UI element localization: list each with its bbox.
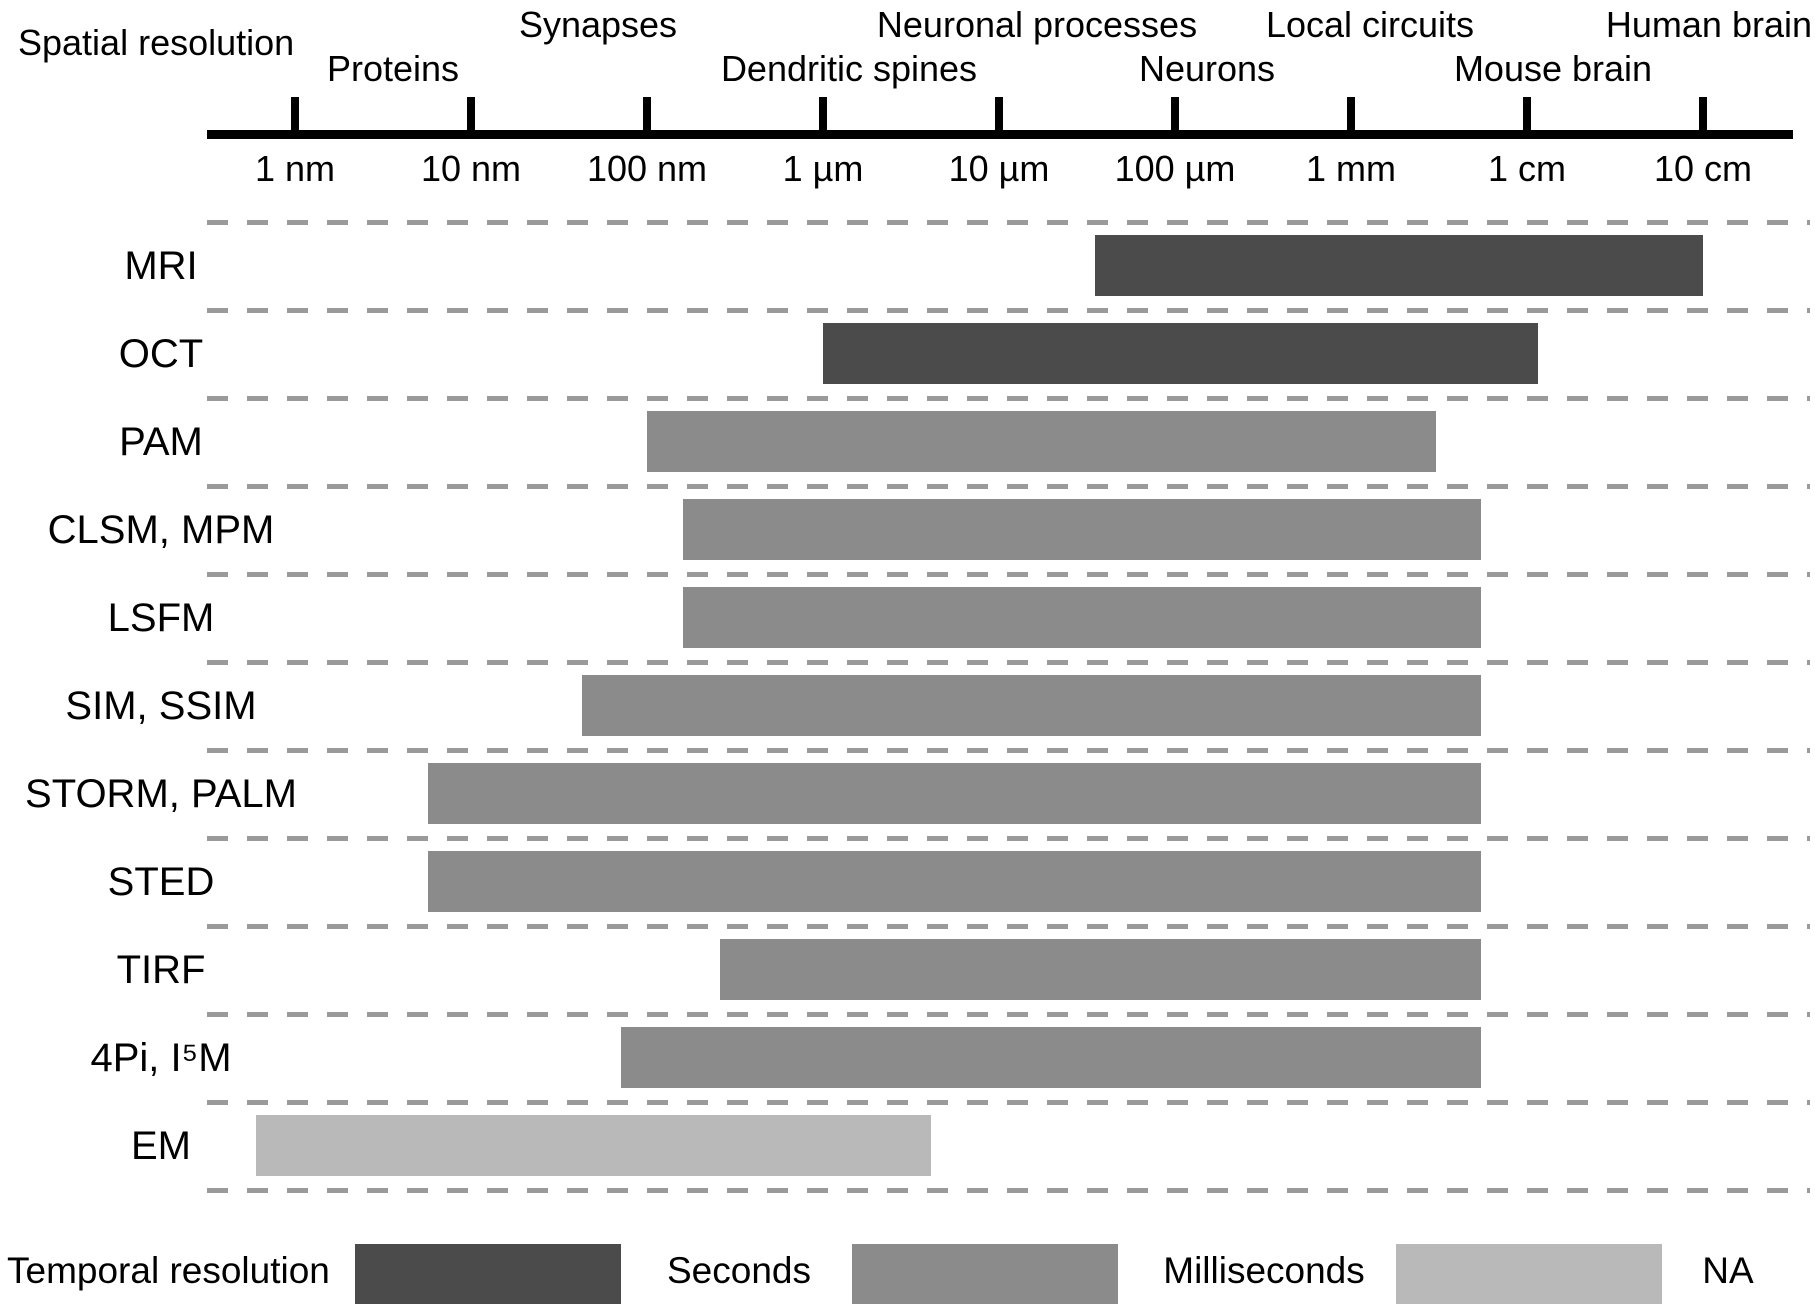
row-separator	[207, 748, 1810, 753]
axis-tick-label: 1 cm	[1487, 148, 1567, 189]
axis-tick-label: 1 µm	[782, 148, 864, 189]
structure-label: Human brain	[1605, 4, 1812, 45]
row-separator	[207, 836, 1810, 841]
axis-tick-label: 10 µm	[948, 148, 1050, 189]
axis-tick-label: 10 cm	[1653, 148, 1753, 189]
legend-swatch-seconds	[355, 1244, 621, 1304]
page-title: Spatial resolution	[18, 22, 295, 63]
technique-range-bar	[647, 411, 1436, 472]
legend-swatch-na	[1396, 1244, 1662, 1304]
row-separator	[207, 1012, 1810, 1017]
row-separator	[207, 924, 1810, 929]
row-separator	[207, 660, 1810, 665]
axis-tick	[995, 97, 1003, 139]
legend-swatch-milliseconds	[852, 1244, 1118, 1304]
axis-tick-label: 1 mm	[1306, 148, 1396, 189]
technique-range-bar	[256, 1115, 931, 1176]
row-separator	[207, 484, 1810, 489]
axis-tick	[819, 97, 827, 139]
technique-label: PAM	[119, 420, 203, 464]
legend-label: Milliseconds	[1163, 1250, 1365, 1291]
legend-label: Seconds	[667, 1250, 811, 1291]
structure-label: Local circuits	[1265, 4, 1475, 45]
axis-tick	[291, 97, 299, 139]
structure-label: Proteins	[326, 48, 460, 89]
row-separator	[207, 572, 1810, 577]
technique-label: LSFM	[107, 596, 215, 640]
axis-tick-label: 100 µm	[1114, 148, 1236, 189]
legend-label: NA	[1702, 1250, 1754, 1291]
structure-label: Dendritic spines	[720, 48, 978, 89]
axis-tick	[1523, 97, 1531, 139]
technique-label: TIRF	[116, 948, 206, 992]
technique-label: STED	[107, 860, 215, 904]
structure-label: Neuronal processes	[876, 4, 1198, 45]
row-separator	[207, 220, 1810, 225]
technique-range-bar	[428, 851, 1481, 912]
axis-tick-label: 1 nm	[254, 148, 336, 189]
row-separator	[207, 1188, 1810, 1193]
legend-title: Temporal resolution	[7, 1250, 330, 1291]
technique-range-bar	[582, 675, 1481, 736]
axis-tick	[1347, 97, 1355, 139]
technique-range-bar	[720, 939, 1481, 1000]
axis-tick-label: 10 nm	[420, 148, 522, 189]
technique-label: MRI	[124, 244, 198, 288]
structure-label: Neurons	[1138, 48, 1276, 89]
axis-tick-label: 100 nm	[586, 148, 708, 189]
row-separator	[207, 308, 1810, 313]
axis-tick	[467, 97, 475, 139]
axis-tick	[1699, 97, 1707, 139]
technique-label: SIM, SSIM	[65, 684, 257, 728]
technique-label: CLSM, MPM	[47, 508, 275, 552]
technique-range-bar	[428, 763, 1481, 824]
technique-range-bar	[823, 323, 1538, 384]
row-separator	[207, 396, 1810, 401]
axis-tick	[643, 97, 651, 139]
axis-tick	[1171, 97, 1179, 139]
technique-label: OCT	[118, 332, 204, 376]
structure-label: Mouse brain	[1453, 48, 1653, 89]
technique-label: STORM, PALM	[25, 772, 297, 816]
structure-label: Synapses	[518, 4, 678, 45]
technique-range-bar	[683, 499, 1481, 560]
technique-range-bar	[621, 1027, 1481, 1088]
technique-label: 4Pi, I⁵M	[90, 1036, 232, 1080]
technique-label: EM	[131, 1124, 191, 1168]
technique-range-bar	[683, 587, 1481, 648]
technique-range-bar	[1095, 235, 1703, 296]
row-separator	[207, 1100, 1810, 1105]
